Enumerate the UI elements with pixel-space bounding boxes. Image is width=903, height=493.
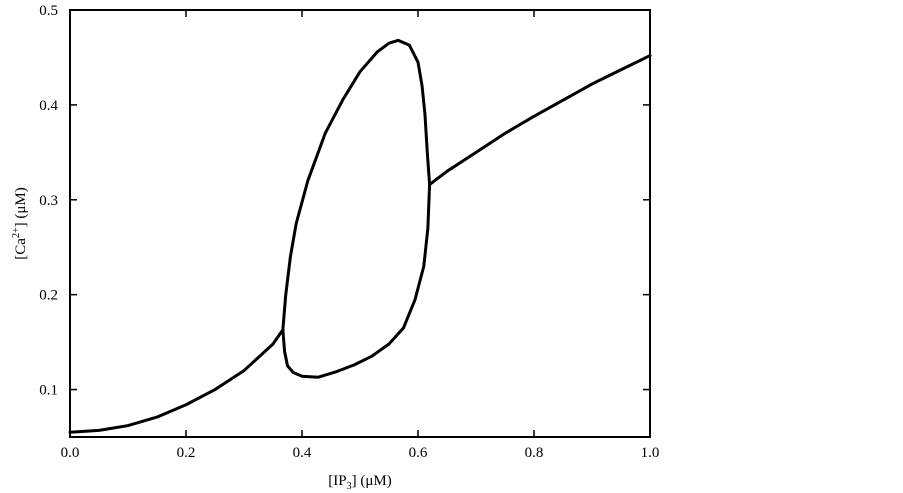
y-tick-label: 0.5: [39, 3, 58, 19]
y-axis-label: [Ca2+] (μM): [11, 187, 29, 259]
y-tick-label: 0.4: [39, 98, 58, 114]
data-line: [428, 54, 652, 187]
x-label-sub: 3: [347, 481, 352, 492]
x-tick-label: 0.4: [293, 445, 312, 461]
plot-frame: [69, 9, 651, 438]
y-tick-label: 0.2: [39, 288, 58, 304]
x-label-part: ] (μM): [352, 473, 392, 489]
y-label-part: [Ca: [13, 238, 29, 260]
x-tick-label: 1.0: [641, 445, 660, 461]
data-line: [68, 328, 285, 434]
x-axis-label: [IP3] (μM): [328, 473, 391, 492]
data-line: [281, 38, 432, 379]
x-tick-label: 0.6: [409, 445, 428, 461]
y-tick-label: 0.3: [39, 193, 58, 209]
y-label-sup: 2+: [11, 227, 22, 238]
x-tick-label: 0.2: [177, 445, 196, 461]
y-tick-label: 0.1: [39, 383, 58, 399]
y-label-part: ] (μM): [13, 187, 29, 227]
x-tick-label: 0.8: [525, 445, 544, 461]
x-tick-label: 0.0: [61, 445, 80, 461]
x-label-part: [IP: [328, 473, 346, 489]
